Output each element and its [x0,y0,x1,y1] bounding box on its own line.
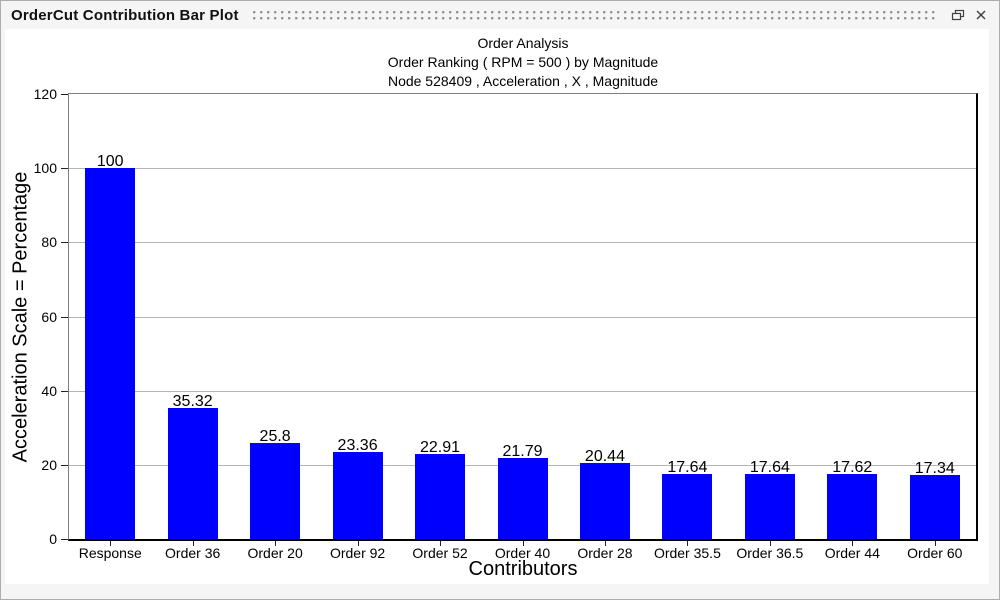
x-tick-order-40 [522,541,524,546]
x-tick-order-36 [192,541,194,546]
y-tick-60 [61,316,68,318]
chart-title-block: Order Analysis Order Ranking ( RPM = 500… [68,34,978,91]
y-tick-label-100: 100 [33,160,57,177]
y-tick-label-40: 40 [41,382,57,399]
x-tick-order-44 [852,541,854,546]
x-tick-order-36.5 [769,541,771,546]
gridline-80 [69,242,976,244]
bar-order-60[interactable] [909,474,960,539]
bar-value-label-order-40: 21.79 [502,443,543,461]
y-tick-40 [61,390,68,392]
x-tick-label-order-35.5: Order 35.5 [653,545,721,561]
gridline-100 [69,168,976,170]
y-tick-80 [61,242,68,244]
y-tick-0 [61,539,68,540]
x-tick-order-20 [275,541,277,546]
close-window-button[interactable] [971,5,991,25]
float-pane-icon [951,9,965,21]
chart-title-line-1: Order Analysis [477,35,569,51]
y-tick-label-0: 0 [49,531,57,547]
window-titlebar[interactable]: OrderCut Contribution Bar Plot [1,1,999,29]
x-tick-order-52 [440,541,442,546]
bar-order-28[interactable] [579,463,630,539]
bar-order-20[interactable] [250,443,301,539]
bar-value-label-order-28: 20.44 [584,448,625,466]
bar-value-label-order-60: 17.34 [914,459,955,477]
bar-order-92[interactable] [332,452,383,539]
bar-response[interactable] [85,168,136,539]
x-tick-label-order-36: Order 36 [165,545,221,561]
bar-order-52[interactable] [415,454,466,539]
y-tick-label-80: 80 [41,234,57,251]
y-tick-120 [61,94,68,95]
bar-order-35.5[interactable] [662,473,713,539]
chart-title-line-2: Order Ranking ( RPM = 500 ) by Magnitude [387,54,659,70]
x-tick-label-order-44: Order 44 [824,545,880,561]
window-title: OrderCut Contribution Bar Plot [11,6,239,24]
bar-value-label-order-36: 35.32 [172,393,213,411]
x-tick-label-order-60: Order 60 [907,545,963,561]
x-axis-title: Contributors [468,558,578,580]
bar-value-label-order-36.5: 17.64 [749,458,790,476]
x-tick-label-order-52: Order 52 [412,545,468,561]
bar-order-40[interactable] [497,458,548,539]
y-tick-label-20: 20 [41,456,57,473]
x-tick-label-order-40: Order 40 [494,545,551,561]
bar-value-label-order-20: 25.8 [259,428,291,446]
x-tick-label-order-92: Order 92 [329,545,386,561]
bar-order-36.5[interactable] [744,473,795,539]
y-tick-20 [61,464,68,466]
bar-order-36[interactable] [167,408,218,539]
x-tick-label-response: Response [78,545,142,561]
y-tick-100 [61,168,68,170]
float-window-button[interactable] [948,5,968,25]
x-tick-response [110,541,112,546]
y-tick-label-60: 60 [41,308,57,325]
bar-order-44[interactable] [827,473,878,539]
close-icon [975,9,987,21]
x-tick-order-28 [604,541,606,546]
x-tick-order-92 [357,541,359,546]
x-tick-label-order-20: Order 20 [247,545,303,561]
chart-canvas: Order Analysis Order Ranking ( RPM = 500… [5,29,989,584]
y-tick-label-120: 120 [33,86,57,102]
plot-frame: 100 35.32 25.8 23.36 22.91 21.79 20.44 17.64 17.… [68,93,978,541]
bar-value-label-order-35.5: 17.64 [667,458,708,476]
chart-title-line-3: Node 528409 , Acceleration , X , Magnitu… [387,73,659,89]
bar-value-label-order-52: 22.91 [420,439,461,457]
gridline-60 [69,316,976,318]
titlebar-drag-handle[interactable] [252,11,937,20]
bar-value-label-order-44: 17.62 [832,458,873,476]
x-tick-order-60 [934,541,936,546]
x-tick-label-order-28: Order 28 [577,545,633,561]
bar-value-label-response: 100 [96,153,124,171]
bar-value-label-order-92: 23.36 [337,437,378,455]
x-tick-order-35.5 [687,541,689,546]
plot-area: 100 35.32 25.8 23.36 22.91 21.79 20.44 17.64 17.… [34,86,978,561]
gridline-40 [69,390,976,392]
x-tick-label-order-36.5: Order 36.5 [736,545,804,561]
